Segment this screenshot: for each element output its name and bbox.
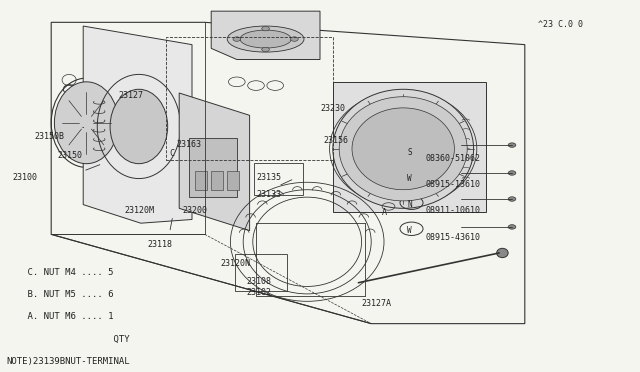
Circle shape — [508, 143, 516, 147]
Ellipse shape — [54, 82, 118, 164]
Text: 23102: 23102 — [246, 288, 271, 297]
Circle shape — [508, 171, 516, 175]
Circle shape — [508, 225, 516, 229]
Text: 23100: 23100 — [13, 173, 38, 182]
Text: 23156: 23156 — [323, 136, 348, 145]
Text: 08915-43610: 08915-43610 — [426, 232, 481, 241]
Ellipse shape — [110, 89, 168, 164]
Polygon shape — [83, 26, 192, 223]
Text: S: S — [407, 148, 412, 157]
Text: 08915-13610: 08915-13610 — [426, 180, 481, 189]
Text: 23163: 23163 — [176, 140, 201, 148]
Circle shape — [508, 197, 516, 201]
Text: ^23 C.0 0: ^23 C.0 0 — [538, 20, 582, 29]
Text: C. NUT M4 .... 5: C. NUT M4 .... 5 — [6, 268, 114, 277]
Text: 08360-51062: 08360-51062 — [426, 154, 481, 163]
Circle shape — [291, 37, 298, 41]
Circle shape — [262, 26, 269, 31]
Text: W: W — [407, 226, 412, 235]
Text: 23127A: 23127A — [362, 299, 392, 308]
Text: NOTE)23139BNUT-TERMINAL: NOTE)23139BNUT-TERMINAL — [6, 357, 130, 366]
Text: 23127: 23127 — [118, 91, 143, 100]
Ellipse shape — [339, 97, 467, 201]
Text: C: C — [170, 149, 175, 158]
Text: 23133: 23133 — [256, 190, 281, 199]
Ellipse shape — [240, 30, 291, 48]
Text: A. NUT M6 .... 1: A. NUT M6 .... 1 — [6, 312, 114, 321]
Ellipse shape — [352, 108, 454, 190]
Text: QTY: QTY — [6, 335, 130, 344]
Text: 23118: 23118 — [147, 240, 172, 249]
Text: A: A — [381, 208, 387, 217]
Bar — [211, 171, 223, 190]
Text: 23230: 23230 — [320, 104, 345, 113]
Text: 23200: 23200 — [182, 206, 207, 215]
Circle shape — [233, 37, 241, 41]
Bar — [195, 171, 207, 190]
FancyBboxPatch shape — [189, 138, 237, 197]
Ellipse shape — [333, 89, 474, 208]
Polygon shape — [333, 82, 486, 212]
Text: 23120N: 23120N — [221, 259, 251, 267]
Text: 23120M: 23120M — [125, 206, 155, 215]
Text: 23150B: 23150B — [35, 132, 65, 141]
Ellipse shape — [497, 248, 508, 258]
Polygon shape — [179, 93, 250, 231]
Bar — [227, 171, 239, 190]
Text: N: N — [407, 200, 412, 209]
Text: B. NUT M5 .... 6: B. NUT M5 .... 6 — [6, 290, 114, 299]
Ellipse shape — [227, 26, 304, 52]
Polygon shape — [211, 11, 320, 60]
Text: 23135: 23135 — [256, 173, 281, 182]
Text: 08911-10610: 08911-10610 — [426, 206, 481, 215]
Text: 23108: 23108 — [246, 277, 271, 286]
Text: 23150: 23150 — [58, 151, 83, 160]
Circle shape — [262, 47, 269, 52]
Text: W: W — [407, 174, 412, 183]
